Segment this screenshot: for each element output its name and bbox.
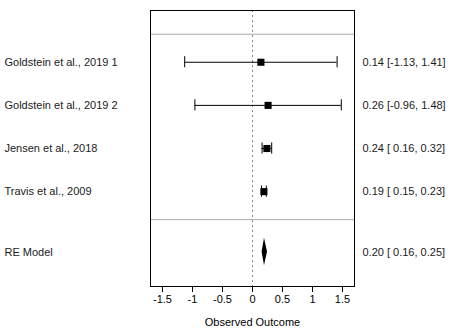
svg-text:1: 1	[309, 293, 315, 305]
svg-text:Jensen et al., 2018: Jensen et al., 2018	[5, 142, 98, 154]
svg-text:RE Model: RE Model	[5, 246, 53, 258]
svg-text:0.26 [-0.96, 1.48]: 0.26 [-0.96, 1.48]	[363, 99, 446, 111]
svg-text:Goldstein et al., 2019 2: Goldstein et al., 2019 2	[5, 99, 118, 111]
svg-text:0.19 [ 0.15, 0.23]: 0.19 [ 0.15, 0.23]	[363, 185, 446, 197]
svg-text:0.14 [-1.13, 1.41]: 0.14 [-1.13, 1.41]	[363, 56, 446, 68]
svg-text:1.5: 1.5	[335, 293, 350, 305]
svg-text:-1.5: -1.5	[153, 293, 172, 305]
svg-text:Goldstein et al., 2019 1: Goldstein et al., 2019 1	[5, 56, 118, 68]
svg-text:0.20 [ 0.16, 0.25]: 0.20 [ 0.16, 0.25]	[363, 246, 446, 258]
svg-text:-0.5: -0.5	[213, 293, 232, 305]
svg-text:Travis et al., 2009: Travis et al., 2009	[5, 185, 92, 197]
svg-text:0.24 [ 0.16, 0.32]: 0.24 [ 0.16, 0.32]	[363, 142, 446, 154]
svg-text:0: 0	[249, 293, 255, 305]
svg-text:-1: -1	[188, 293, 198, 305]
svg-text:0.5: 0.5	[275, 293, 290, 305]
svg-text:Observed Outcome: Observed Outcome	[205, 316, 300, 328]
